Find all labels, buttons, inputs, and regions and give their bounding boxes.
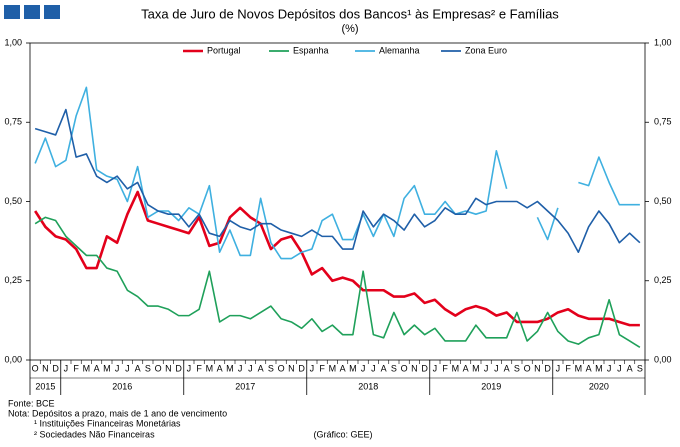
x-tick-label: A (135, 363, 141, 373)
x-tick-label: J (125, 363, 130, 373)
note: ¹ Instituições Financeiras Monetárias (34, 418, 181, 428)
x-tick-label: J (187, 363, 192, 373)
x-group-label: 2016 (112, 381, 132, 391)
x-tick-label: D (544, 363, 551, 373)
x-tick-label: N (42, 363, 49, 373)
x-tick-label: A (340, 363, 346, 373)
x-tick-label: M (595, 363, 603, 373)
plot-frame (29, 42, 646, 361)
logo-square (44, 5, 60, 19)
x-tick-label: F (196, 363, 202, 373)
x-tick-label: J (115, 363, 120, 373)
y2-tick-label: 1,00 (654, 37, 672, 47)
x-tick-label: F (73, 363, 79, 373)
x-group-label: 2015 (35, 381, 55, 391)
note: Nota: Depósitos a prazo, mais de 1 ano d… (8, 408, 227, 418)
x-tick-label: S (514, 363, 520, 373)
x-tick-label: A (217, 363, 223, 373)
x-tick-label: S (637, 363, 643, 373)
y2-tick-label: 0,75 (654, 117, 672, 127)
x-tick-label: N (165, 363, 172, 373)
x-tick-label: F (442, 363, 448, 373)
legend-label: Espanha (293, 45, 329, 55)
y2-tick-label: 0,50 (654, 196, 672, 206)
y2-tick-label: 0,25 (654, 275, 672, 285)
series-line (34, 216, 641, 349)
y-tick-label: 0,00 (4, 354, 22, 364)
x-tick-label: J (361, 363, 366, 373)
x-tick-label: A (627, 363, 633, 373)
x-tick-label: M (206, 363, 214, 373)
x-tick-label: A (586, 363, 592, 373)
y-tick-label: 0,50 (4, 196, 22, 206)
x-group-label: 2020 (589, 381, 609, 391)
x-tick-label: O (524, 363, 531, 373)
x-tick-label: J (371, 363, 376, 373)
x-tick-label: J (494, 363, 499, 373)
x-tick-label: J (433, 363, 438, 373)
x-tick-label: D (175, 363, 182, 373)
x-tick-label: O (401, 363, 408, 373)
note: ² Sociedades Não Financeiras (34, 429, 155, 439)
x-tick-label: M (83, 363, 91, 373)
legend-label: Portugal (207, 45, 241, 55)
x-group-label: 2018 (358, 381, 378, 391)
x-tick-label: N (411, 363, 418, 373)
x-tick-label: D (298, 363, 305, 373)
x-tick-label: A (258, 363, 264, 373)
x-tick-label: A (504, 363, 510, 373)
x-tick-label: J (310, 363, 315, 373)
x-tick-label: F (565, 363, 571, 373)
x-tick-label: M (452, 363, 460, 373)
series-line (34, 108, 641, 254)
y-tick-label: 0,25 (4, 275, 22, 285)
legend-label: Alemanha (379, 45, 420, 55)
x-tick-label: A (94, 363, 100, 373)
x-tick-label: M (329, 363, 337, 373)
x-tick-label: O (278, 363, 285, 373)
x-tick-label: M (472, 363, 480, 373)
x-tick-label: O (32, 363, 39, 373)
x-tick-label: F (319, 363, 325, 373)
x-tick-label: N (534, 363, 541, 373)
series-line (34, 190, 640, 327)
series-line (34, 86, 640, 260)
chart-title: Taxa de Juro de Novos Depósitos dos Banc… (141, 6, 559, 21)
y2-tick-label: 0,00 (654, 354, 672, 364)
x-tick-label: M (226, 363, 234, 373)
x-tick-label: J (64, 363, 69, 373)
x-tick-label: J (556, 363, 561, 373)
x-tick-label: J (238, 363, 243, 373)
y-tick-label: 1,00 (4, 37, 22, 47)
y-tick-label: 0,75 (4, 117, 22, 127)
x-tick-label: M (103, 363, 111, 373)
x-tick-label: J (607, 363, 612, 373)
x-tick-label: O (155, 363, 162, 373)
x-tick-label: D (421, 363, 428, 373)
legend-label: Zona Euro (465, 45, 507, 55)
x-tick-label: J (248, 363, 253, 373)
x-group-label: 2017 (235, 381, 255, 391)
note: Fonte: BCE (8, 398, 55, 408)
x-tick-label: M (349, 363, 357, 373)
logo-square (24, 5, 40, 19)
x-tick-label: M (575, 363, 583, 373)
x-tick-label: S (268, 363, 274, 373)
x-group-label: 2019 (481, 381, 501, 391)
x-tick-label: D (52, 363, 59, 373)
x-tick-label: A (463, 363, 469, 373)
x-tick-label: J (484, 363, 489, 373)
logo-square (4, 5, 20, 19)
x-tick-label: S (145, 363, 151, 373)
x-tick-label: A (381, 363, 387, 373)
chart-subtitle: (%) (341, 23, 358, 35)
credit: (Gráfico: GEE) (313, 429, 372, 439)
x-tick-label: J (617, 363, 622, 373)
x-tick-label: S (391, 363, 397, 373)
x-tick-label: N (288, 363, 295, 373)
